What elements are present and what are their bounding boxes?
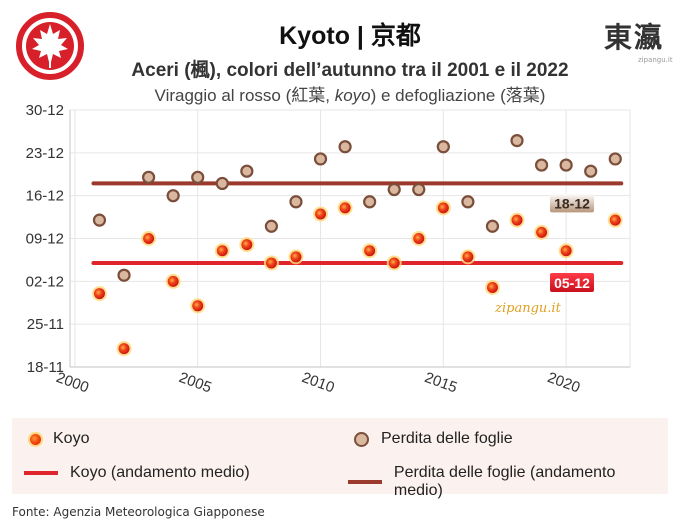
chart-title: Kyoto | 京都: [279, 22, 421, 50]
y-tick-label: 09-12: [26, 231, 64, 248]
tououei-seal: 東瀛 zipangu.it: [604, 16, 684, 66]
perdita-point: [461, 195, 475, 209]
koyo-point: [388, 257, 400, 269]
perdita-point: [387, 182, 401, 197]
y-tick-label: 02-12: [26, 273, 64, 290]
koyo-point: [560, 245, 572, 257]
chart-subtitle-secondary: Viraggio al rosso (紅葉, koyo) e defogliaz…: [0, 81, 700, 106]
koyo-point: [241, 239, 253, 251]
chart-subtitle: Aceri (楓), colori dell’autunno tra il 20…: [131, 60, 569, 81]
subtitle2-post: ) e defogliazione (落葉): [370, 86, 546, 105]
legend-item-perdita-avg: Perdita delle foglie (andamento medio): [348, 464, 668, 500]
y-tick-label: 30-12: [26, 102, 64, 119]
x-tick-label: 2005: [177, 369, 214, 396]
perdita-point: [141, 170, 156, 184]
y-tick-label: 18-11: [27, 359, 64, 376]
perdita-average-badge: [550, 193, 594, 213]
maple-leaf-logo: [16, 12, 84, 80]
perdita-point: [92, 213, 107, 227]
perdita-point: [240, 164, 254, 178]
legend-label-koyo-avg: Koyo (andamento medio): [70, 464, 250, 481]
koyo-point: [143, 233, 155, 244]
koyo-point: [462, 251, 474, 263]
legend-item-perdita: Perdita delle foglie: [348, 430, 513, 448]
perdita-point: [412, 182, 426, 197]
seal-small-text: zipangu.it: [638, 56, 673, 64]
x-tick-label: 2000: [54, 369, 91, 396]
perdita-point: [215, 176, 229, 191]
perdita-point: [534, 158, 549, 172]
perdita-point: [264, 219, 279, 233]
legend-item-koyo: Koyo: [24, 430, 89, 448]
koyo-point: [216, 245, 228, 257]
koyo-point: [437, 202, 449, 214]
perdita-avg-line-icon: [348, 480, 382, 484]
koyo-point: [290, 251, 302, 263]
legend-label-koyo: Koyo: [53, 430, 90, 447]
x-tick-label: 2020: [545, 369, 582, 396]
legend-item-koyo-avg: Koyo (andamento medio): [24, 464, 250, 482]
perdita-point: [191, 170, 205, 184]
perdita-average-badge-label: 18-12: [554, 195, 590, 211]
subtitle2-italic: koyo: [334, 86, 371, 105]
legend-label-perdita: Perdita delle foglie: [381, 430, 513, 447]
watermark-text: zipangu.it: [494, 301, 561, 316]
chart-legend: Koyo Perdita delle foglie Koyo (andament…: [12, 418, 668, 499]
koyo-point: [315, 208, 327, 220]
perdita-point: [289, 195, 303, 209]
koyo-point: [192, 300, 204, 312]
koyo-avg-line-icon: [24, 471, 58, 475]
perdita-point: [608, 152, 622, 166]
legend-label-perdita-avg: Perdita delle foglie (andamento medio): [393, 464, 616, 499]
koyo-average-badge: [550, 272, 594, 292]
perdita-point: [559, 158, 573, 172]
source-note: Fonte: Agenzia Meteorologica Giapponese: [12, 505, 265, 519]
koyo-point: [265, 257, 277, 269]
y-tick-label: 16-12: [26, 188, 64, 205]
y-tick-label: 23-12: [26, 145, 64, 162]
scatter-chart: 18-11 25-11 02-12 09-12 16-12 23-12 30-12 2000 2…: [26, 102, 631, 396]
x-tick-label: 2015: [422, 369, 459, 396]
perdita-point: [584, 164, 598, 178]
perdita-marker-icon: [354, 431, 369, 447]
subtitle2-pre: Viraggio al rosso (紅葉,: [154, 86, 335, 105]
maple-leaf-icon: [32, 24, 68, 68]
koyo-point: [536, 226, 548, 238]
koyo-point: [118, 343, 130, 355]
seal-kanji: 東瀛: [604, 21, 665, 54]
koyo-point: [609, 214, 621, 226]
perdita-point: [485, 219, 500, 233]
perdita-point: [313, 152, 328, 166]
koyo-point: [364, 245, 376, 257]
koyo-marker-icon: [30, 433, 41, 445]
perdita-point: [363, 195, 377, 209]
koyo-point: [167, 275, 179, 287]
perdita-point: [166, 189, 180, 203]
koyo-point: [413, 233, 425, 244]
perdita-point: [510, 133, 524, 148]
perdita-point: [117, 268, 131, 282]
koyo-point: [511, 214, 523, 226]
y-tick-label: 25-11: [27, 316, 64, 333]
koyo-point: [339, 202, 351, 214]
perdita-point: [338, 140, 352, 154]
koyo-point: [93, 288, 105, 300]
x-tick-label: 2010: [299, 369, 336, 396]
koyo-point: [486, 281, 498, 293]
koyo-average-badge-label: 05-12: [554, 275, 590, 291]
perdita-point: [436, 140, 450, 154]
